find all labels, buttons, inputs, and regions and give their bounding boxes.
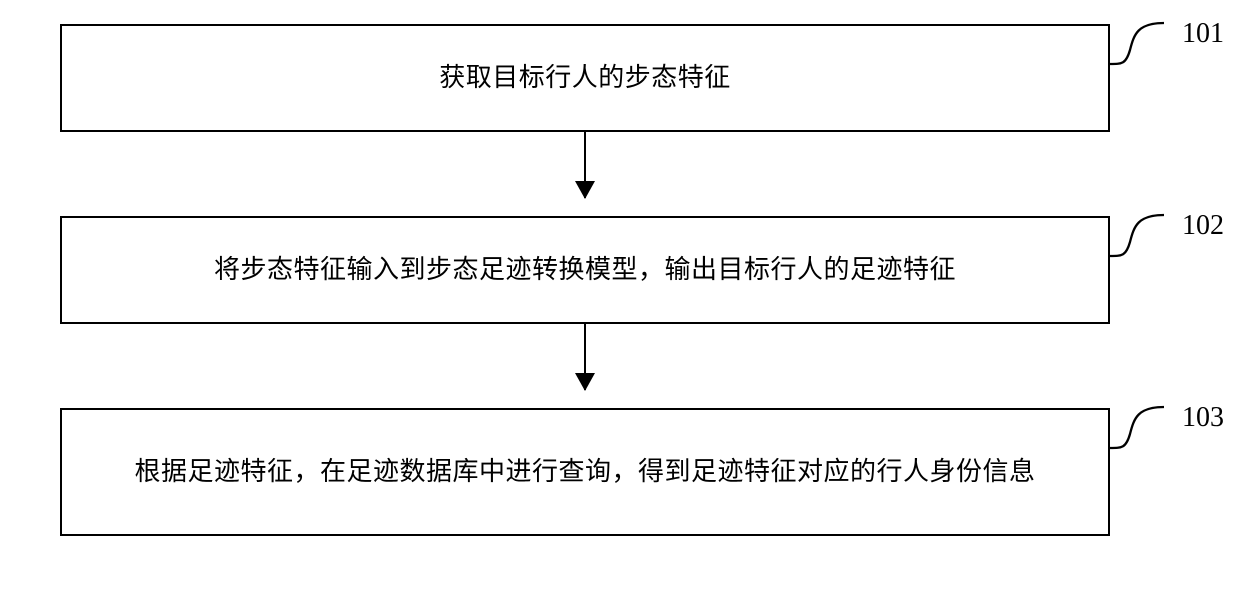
step-box-103: 根据足迹特征，在足迹数据库中进行查询，得到足迹特征对应的行人身份信息 <box>60 408 1110 536</box>
step-box-101: 获取目标行人的步态特征 <box>60 24 1110 132</box>
label-connector-102 <box>1110 212 1180 276</box>
step-label-103: 103 <box>1182 402 1224 434</box>
step-text-103: 根据足迹特征，在足迹数据库中进行查询，得到足迹特征对应的行人身份信息 <box>134 453 1035 491</box>
step-text-102: 将步态特征输入到步态足迹转换模型，输出目标行人的足迹特征 <box>214 251 956 289</box>
label-connector-103 <box>1110 404 1180 468</box>
arrow-102-103 <box>584 324 586 390</box>
step-text-101: 获取目标行人的步态特征 <box>439 59 731 97</box>
step-label-101: 101 <box>1182 18 1224 50</box>
flowchart-canvas: 获取目标行人的步态特征 101 将步态特征输入到步态足迹转换模型，输出目标行人的… <box>0 0 1240 594</box>
step-box-102: 将步态特征输入到步态足迹转换模型，输出目标行人的足迹特征 <box>60 216 1110 324</box>
label-connector-101 <box>1110 20 1180 84</box>
step-label-102: 102 <box>1182 210 1224 242</box>
arrow-101-102 <box>584 132 586 198</box>
